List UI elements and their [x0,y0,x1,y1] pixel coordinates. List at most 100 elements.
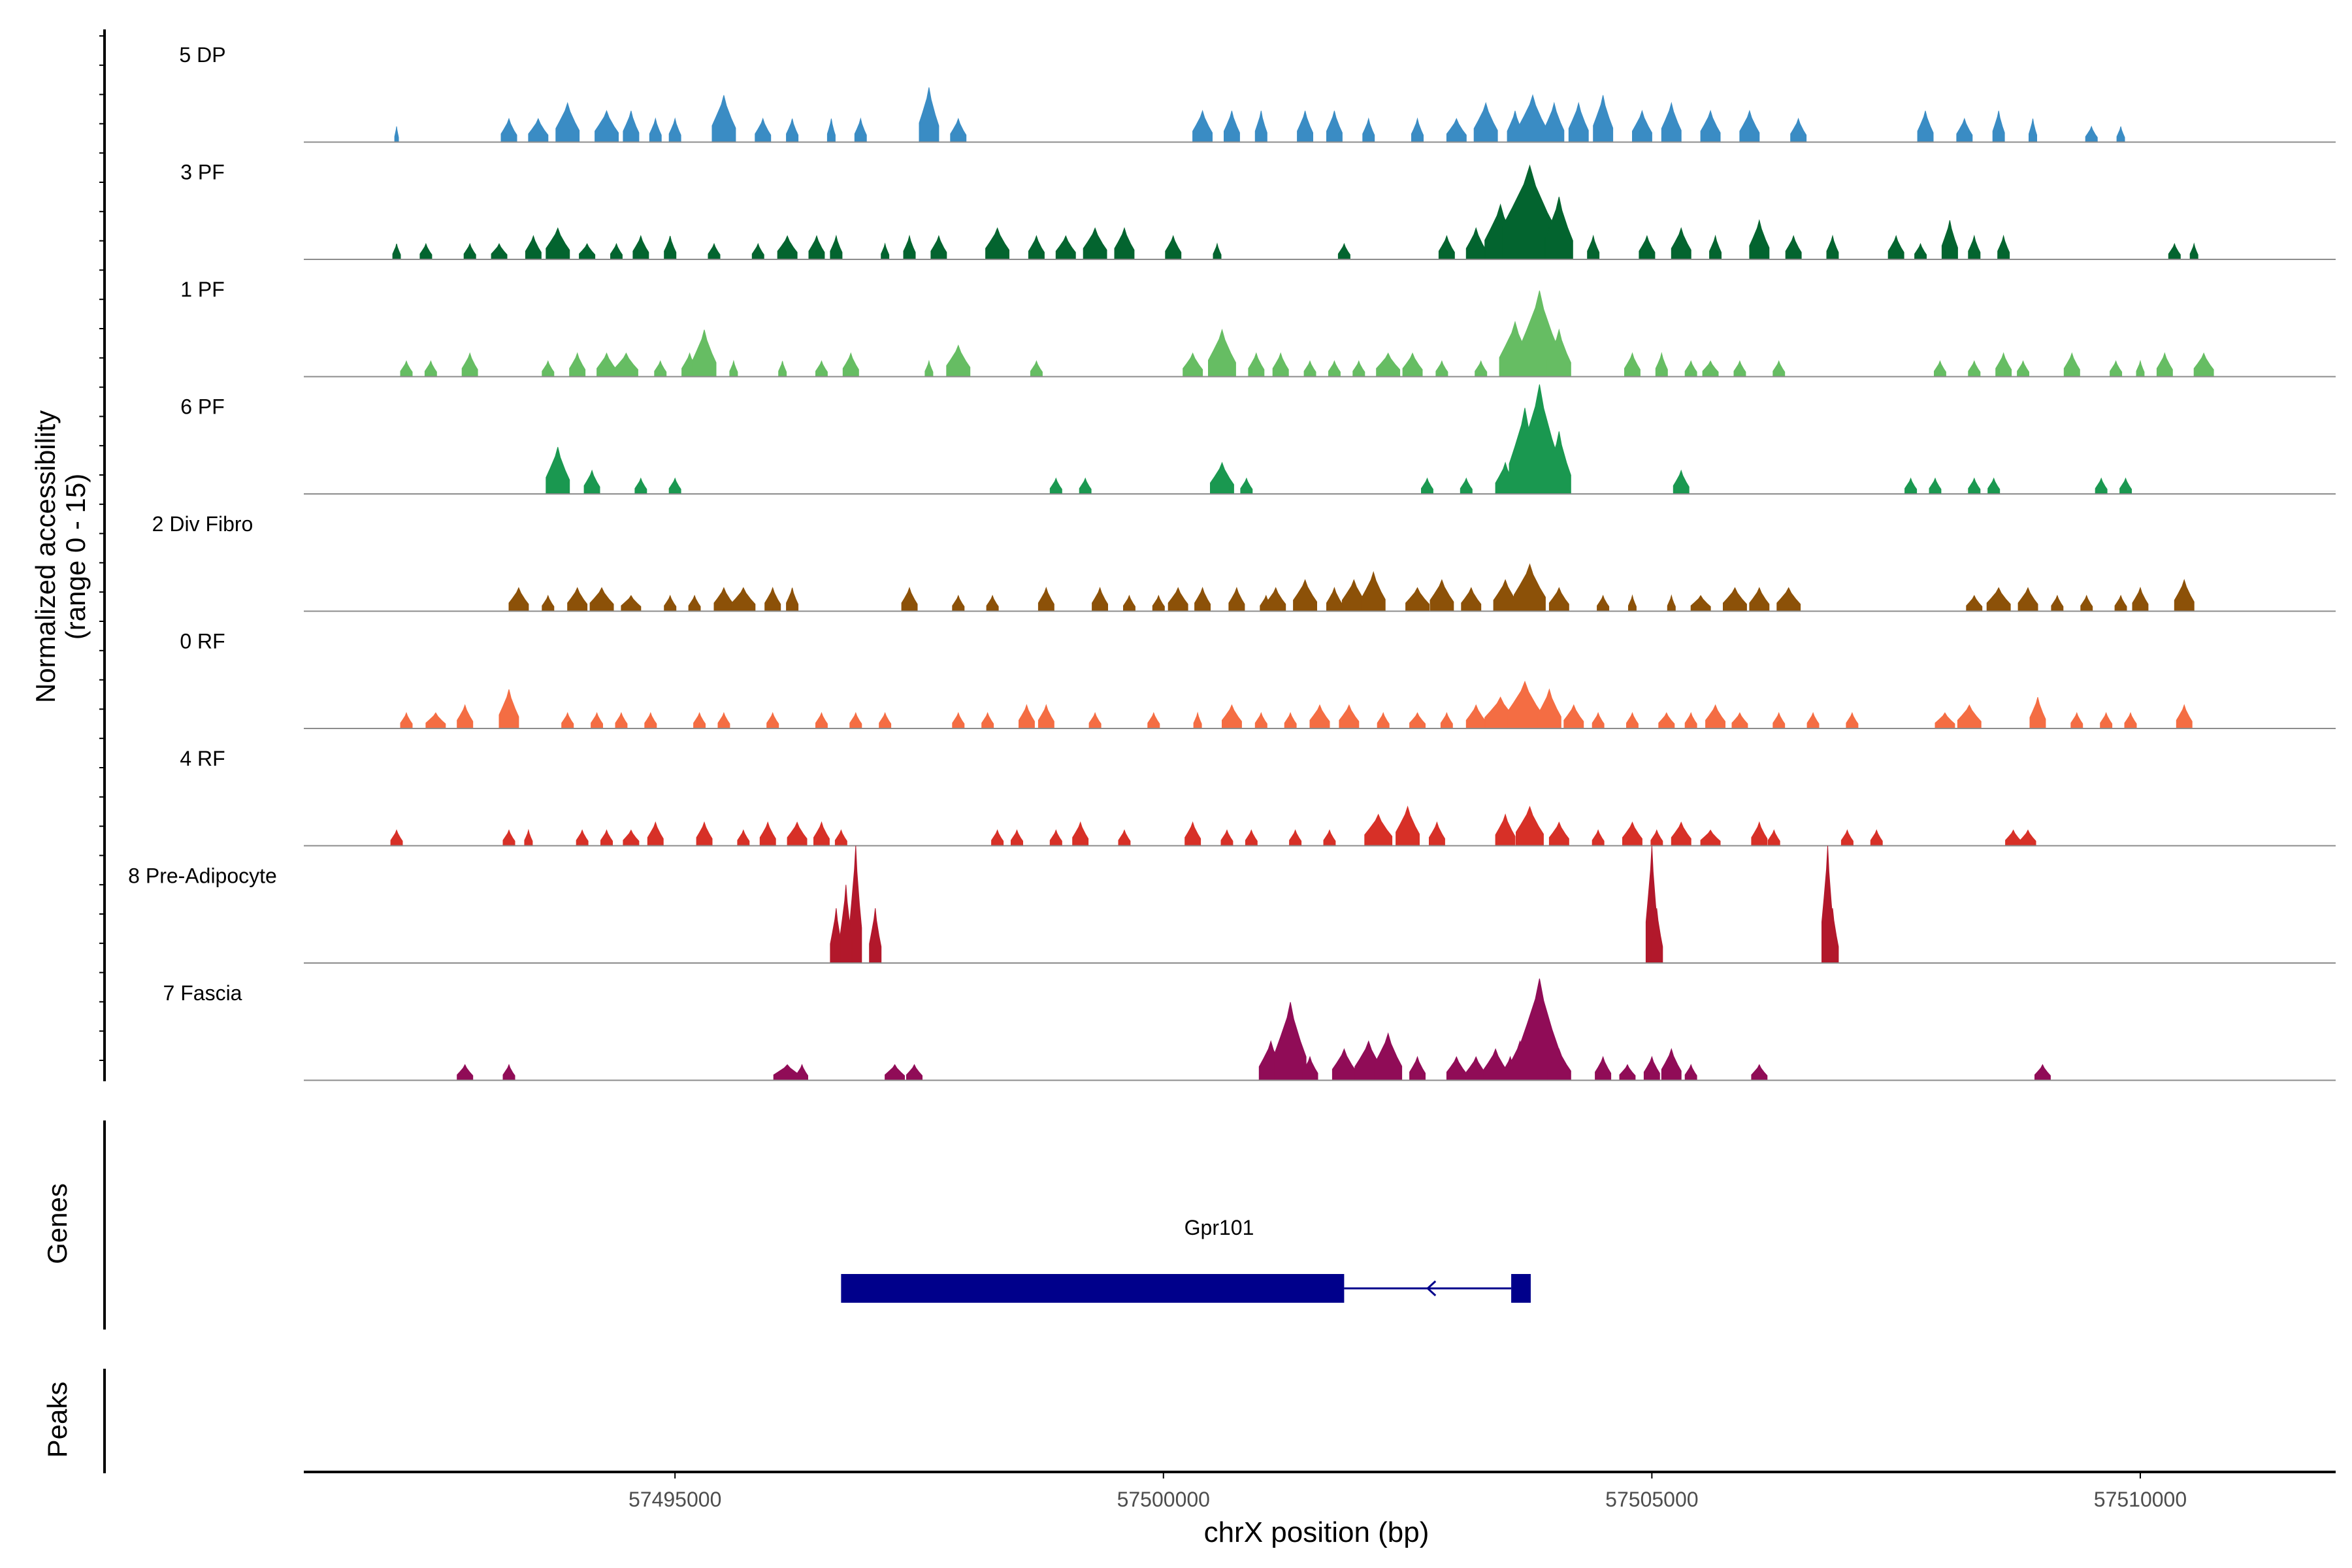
coverage-peak [2017,360,2029,377]
track-8: 7 Fascia [163,978,2336,1081]
coverage-peak [1220,829,1233,846]
coverage-peak [569,352,586,377]
coverage-peak [711,95,736,142]
coverage-peak [561,711,574,729]
coverage-peak [621,595,642,612]
coverage-peak [2114,595,2127,612]
coverage-peak [930,235,947,260]
coverage-peak [424,360,437,377]
coverage-peak [1083,227,1107,260]
coverage-peak [2051,595,2064,612]
coverage-peak [2193,352,2214,377]
coverage-peak [1595,1056,1612,1081]
coverage-peak [751,242,764,260]
coverage-peak [1846,711,1859,729]
coverage-peak [1658,712,1675,729]
coverage-peak [1514,563,1546,612]
coverage-peak [400,711,413,729]
track-2: 1 PF [180,278,2336,378]
coverage-peak [1661,1047,1682,1081]
coverage-peak [2100,711,2113,729]
coverage-peak [1362,117,1375,142]
coverage-peak [834,829,847,846]
coverage-peak [786,118,799,142]
coverage-peak [729,359,738,377]
coverage-peak [696,821,713,846]
peaks-panel: Peaks [42,1382,73,1458]
coverage-peak [1655,351,1668,377]
coverage-peak [1192,109,1213,142]
coverage-peak [1184,821,1201,846]
coverage-peak [2095,477,2108,495]
coverage-peak [1671,821,1691,846]
coverage-peak [1935,712,1955,729]
coverage-peak [463,242,476,260]
coverage-peak [854,117,867,142]
coverage-peak [425,712,446,729]
coverage-peak [2029,696,2046,729]
coverage-peak [1709,235,1722,260]
coverage-peak [881,242,890,260]
coverage-peak [693,711,706,729]
coverage-peak [610,242,623,260]
coverage-peak [903,235,916,260]
coverage-peak [952,711,965,729]
coverage-peak [1684,711,1697,729]
coverage-peak [542,595,555,612]
coverage-peak [1409,712,1426,729]
coverage-peak [1767,829,1780,846]
coverage-peak [1995,352,2012,377]
coverage-peak [589,587,614,612]
coverage-peak [1222,704,1242,729]
coverage-peak [1245,829,1258,846]
coverage-peak [924,359,934,377]
coverage-peak [813,821,830,846]
coverage-peak [766,711,779,729]
coverage-peak [2189,242,2198,260]
coverage-peak [1840,829,1854,846]
coverage-peak [708,242,721,260]
coverage-peak [885,1064,905,1081]
coverage-peak [1643,1056,1660,1081]
coverage-peak [717,711,730,729]
coverage-peak [623,829,640,846]
gene-name-label: Gpr101 [1184,1216,1254,1239]
coverage-peak [1986,587,2011,612]
coverage-peak [1079,477,1092,495]
coverage-peak [1460,477,1473,495]
coverage-peak [1917,110,1934,142]
coverage-peak [1411,117,1424,142]
coverage-peak [1702,360,1719,377]
peaks-label: Peaks [42,1382,73,1458]
coverage-peak [595,110,619,142]
coverage-peak [390,829,403,846]
coverage-peak [1619,1064,1636,1081]
coverage-peak [1446,118,1467,142]
coverage-peak [759,821,776,846]
strand-arrow-icon [1426,1280,1437,1297]
coverage-peak [1546,1048,1571,1081]
coverage-peak [1194,587,1211,612]
coverage-peak [1072,821,1089,846]
coverage-peak [1055,235,1076,260]
coverage-peak [583,469,600,495]
coverage-peak [1421,477,1433,495]
track-label: 5 DP [179,43,225,67]
coverage-peak [1785,235,1802,260]
coverage-peak [508,587,529,612]
coverage-peak [1440,711,1453,729]
coverage-peak [600,829,613,846]
coverage-peak [1632,109,1652,142]
coverage-peak [1544,101,1565,142]
coverage-peak [1700,109,1721,142]
coverage-peak [623,110,640,142]
coverage-peak [1968,477,1981,495]
coverage-peak [1446,1056,1467,1081]
coverage-peak [1435,360,1448,377]
coverage-peak [796,1064,808,1081]
x-tick-label: 57500000 [1117,1488,1210,1511]
coverage-peak [1684,360,1697,377]
coverage-peak [1731,712,1748,729]
coverage-peak [1749,219,1770,260]
coverage-peak [1650,829,1663,846]
